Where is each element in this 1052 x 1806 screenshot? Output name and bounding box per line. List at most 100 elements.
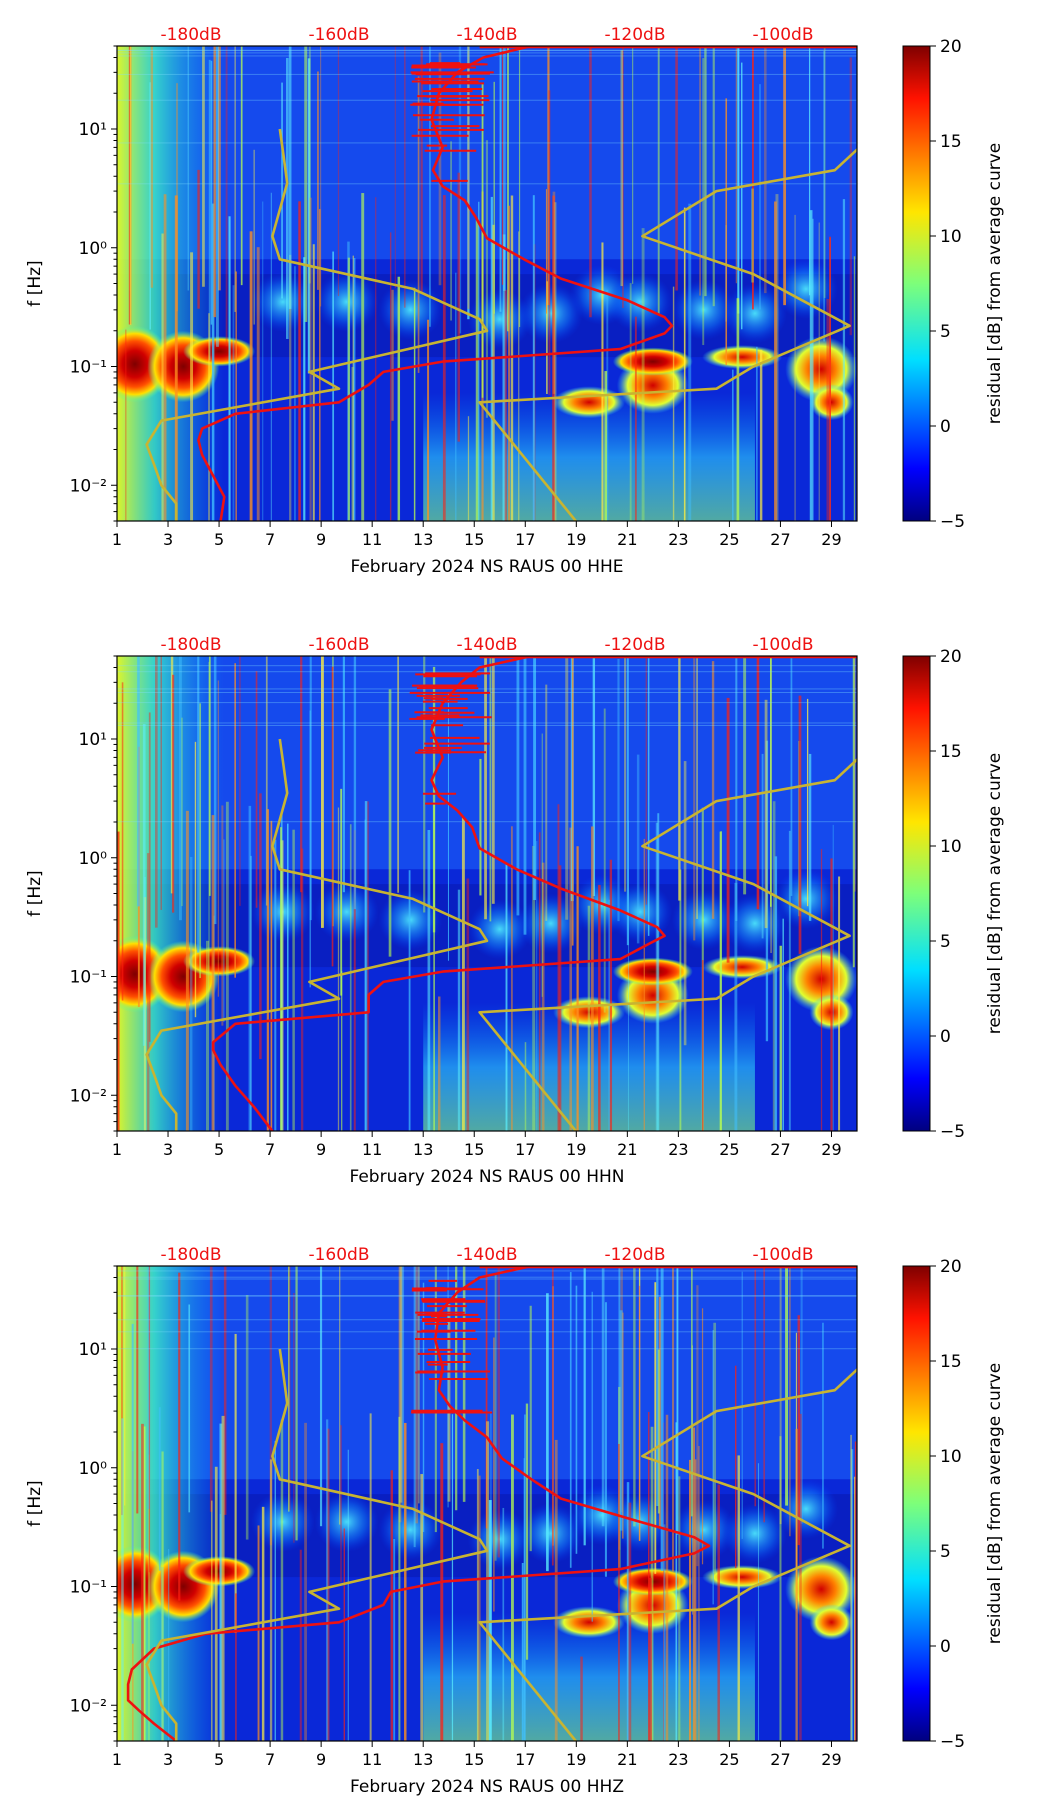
streak — [211, 203, 215, 521]
streak — [455, 1266, 458, 1511]
y-tick-label: 10¹ — [79, 1340, 107, 1360]
colorbar-tick-label: 15 — [940, 742, 962, 762]
streak — [575, 1285, 578, 1554]
streak — [413, 1266, 416, 1548]
streak — [160, 656, 162, 910]
streak — [702, 960, 704, 1131]
y-axis-label: f [Hz] — [25, 870, 45, 916]
streak — [429, 46, 431, 327]
x-tick-label: 29 — [821, 1750, 841, 1769]
nlnm-curve — [145, 738, 489, 1131]
streak — [266, 809, 269, 1131]
streak — [337, 807, 340, 1131]
event-blob — [183, 336, 256, 367]
streak — [451, 1414, 454, 1741]
streak — [202, 46, 205, 287]
streak — [398, 1416, 401, 1741]
x-tick-label: 9 — [316, 1140, 326, 1159]
streak — [626, 656, 629, 946]
streak — [417, 76, 420, 373]
streak — [161, 233, 164, 521]
streak — [185, 810, 189, 1131]
streak — [295, 1266, 298, 1541]
streak — [408, 870, 411, 1131]
streak — [293, 1292, 295, 1543]
x-tick-label: 17 — [515, 1750, 535, 1769]
x-tick-label: 17 — [515, 1140, 535, 1159]
streak — [838, 876, 841, 1131]
streak — [558, 865, 562, 1131]
colorbar: −5 0 5 10 15 20 residual [dB] from average cur… — [902, 647, 1005, 1142]
streak — [219, 1423, 223, 1741]
colorbar-tick-label: 20 — [940, 647, 962, 667]
streak — [255, 671, 258, 908]
streak — [142, 724, 146, 1046]
streak — [548, 90, 551, 395]
streak — [759, 349, 763, 521]
streak — [541, 733, 543, 997]
streak — [178, 1272, 181, 1601]
streak — [288, 1266, 290, 1512]
streak — [225, 801, 229, 1131]
streak — [536, 841, 538, 1131]
event-blob — [183, 1556, 256, 1587]
streak — [438, 52, 442, 286]
streak — [214, 1466, 218, 1741]
streak — [516, 656, 520, 916]
streak — [197, 169, 200, 309]
streak — [399, 1266, 403, 1503]
x-tick-label: 7 — [265, 530, 275, 549]
y-tick-label: 10⁻² — [70, 1086, 107, 1106]
streak — [656, 1266, 659, 1507]
streak — [457, 172, 460, 442]
streak — [736, 298, 740, 521]
streak — [525, 1403, 529, 1660]
streak — [136, 1266, 139, 1514]
streak — [253, 149, 255, 325]
streak — [301, 848, 304, 1131]
spectrogram — [117, 46, 857, 521]
streak — [622, 1312, 624, 1539]
streak — [265, 656, 268, 906]
streak — [554, 202, 557, 521]
streak — [158, 1407, 161, 1571]
streak — [603, 708, 606, 1013]
streak — [223, 1266, 227, 1515]
spectrogram — [117, 656, 857, 1131]
streak — [541, 862, 545, 1131]
x-tick-label: 29 — [821, 530, 841, 549]
colorbar-tick-label: 15 — [940, 1352, 962, 1372]
streak — [415, 1266, 418, 1524]
streak — [660, 1266, 664, 1571]
streak — [208, 59, 211, 361]
cool-blob — [467, 1509, 532, 1570]
event-blob — [809, 1604, 854, 1641]
streak — [440, 1443, 444, 1741]
y-tick-label: 10⁻² — [70, 476, 107, 496]
top-db-label: -140dB — [456, 1245, 517, 1265]
top-db-label: -180dB — [160, 635, 221, 655]
streak — [779, 945, 782, 1131]
top-db-label: -160dB — [308, 1245, 369, 1265]
streak — [337, 46, 340, 296]
streak — [782, 918, 784, 1131]
streak — [420, 1474, 424, 1741]
hf-line — [117, 142, 857, 144]
streak — [647, 1411, 650, 1741]
streak — [339, 1266, 341, 1525]
streak — [213, 46, 216, 318]
streak — [754, 1269, 757, 1507]
event-blob — [612, 347, 693, 376]
colorbar-gradient — [902, 45, 931, 522]
hf-noise-band — [117, 656, 857, 870]
streak — [340, 1425, 342, 1583]
x-tick-label: 7 — [265, 1140, 275, 1159]
hf-line — [117, 49, 857, 51]
streak — [485, 140, 489, 418]
streak — [502, 1507, 505, 1741]
streak — [262, 201, 264, 521]
streak — [234, 663, 236, 978]
x-tick-label: 25 — [719, 1140, 739, 1159]
streak — [239, 656, 241, 906]
